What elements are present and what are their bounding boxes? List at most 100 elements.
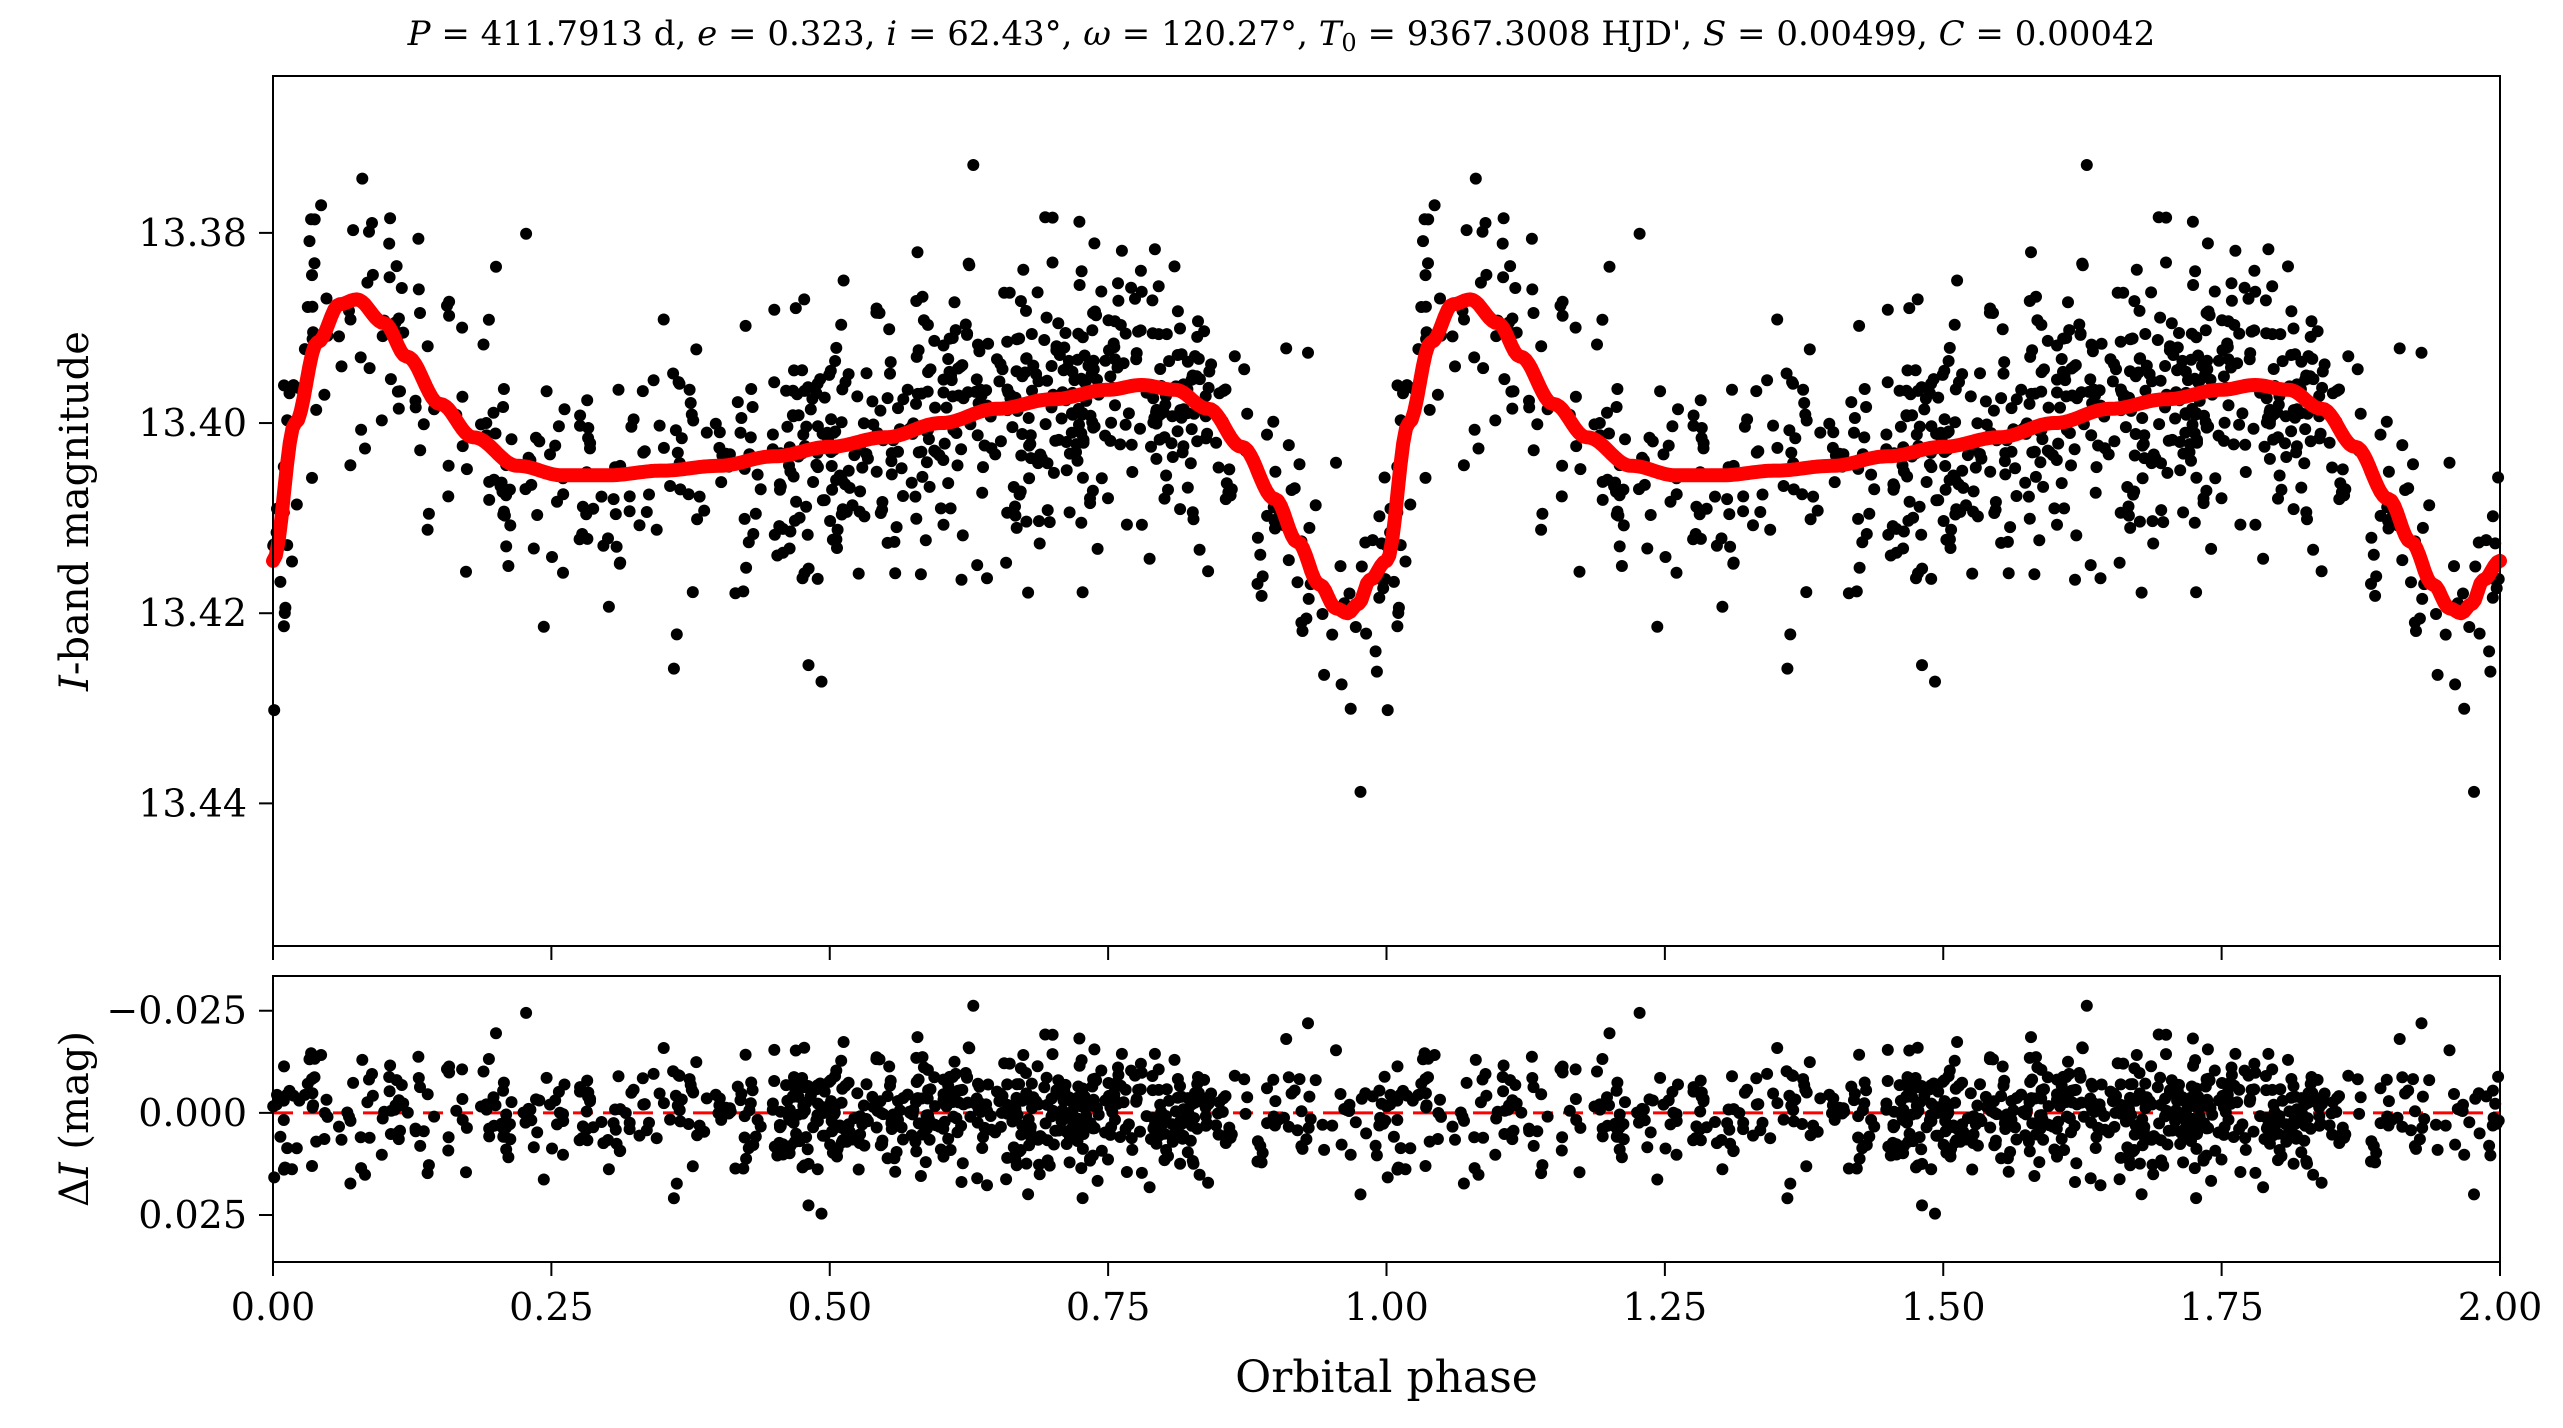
residual-point [1295,1105,1308,1118]
top-y-axis-label: I-band magnitude [52,331,98,692]
residual-point [2304,1078,2317,1090]
data-point [1295,616,1308,629]
residual-point [669,1089,682,1102]
residual-point [2111,1057,2124,1070]
data-point [1903,495,1916,508]
data-point [1783,424,1796,437]
data-point [1126,466,1139,478]
residual-point [1457,1177,1470,1190]
residual-point [1418,1047,1431,1060]
residual-point [1076,1142,1089,1155]
residual-point [955,1176,968,1188]
residual-point [1504,1074,1517,1087]
data-point [2090,461,2103,474]
data-point [1022,412,1035,424]
data-point [2179,407,2192,420]
residual-point [889,1165,902,1178]
data-point [1391,620,1404,633]
data-point [667,662,680,675]
data-point [1343,587,1356,600]
data-point [881,392,894,405]
data-point [910,295,923,307]
data-point [940,401,953,414]
residual-point [811,1097,824,1110]
data-point [784,525,797,538]
residual-point [1569,1093,1582,1105]
residual-point [1381,1171,1394,1184]
residual-point [1497,1085,1510,1098]
data-point [1086,324,1099,337]
data-point [830,341,843,354]
data-point [1360,627,1373,640]
residual-point [664,1113,677,1126]
residual-point [1066,1114,1078,1126]
data-point [2070,529,2083,542]
data-point [306,471,318,484]
data-point [1102,492,1114,505]
residual-point [2037,1133,2050,1146]
residual-point [948,1055,961,1068]
residual-point [2374,1082,2387,1095]
residual-point [287,1089,300,1102]
data-point [278,607,291,619]
residual-point [1184,1134,1197,1147]
data-point [1373,510,1386,523]
residual-point [1122,1118,1135,1131]
data-point [860,367,873,380]
data-point [1754,506,1767,518]
data-point [2249,518,2262,531]
residual-point [942,1132,955,1145]
data-point [2029,387,2042,400]
data-point [2228,319,2241,331]
residual-point [1095,1144,1108,1157]
residual-point [2023,1145,2036,1158]
residual-point [1641,1141,1654,1154]
data-point [1238,363,1251,376]
residual-point [1267,1073,1280,1086]
residual-point [955,1119,968,1132]
data-point [1222,486,1235,499]
residual-point [2055,1132,2068,1145]
data-point [1881,303,1894,316]
data-point [2130,263,2143,276]
residual-point [1526,1072,1539,1084]
residual-point [2135,1188,2148,1201]
data-point [1659,551,1672,563]
data-point [552,420,565,433]
residual-point [967,999,980,1012]
residual-point [1800,1160,1813,1173]
residual-point [1971,1099,1984,1112]
data-point [2159,360,2172,372]
data-point [1302,592,1315,605]
residual-point [1239,1107,1252,1120]
residual-point [650,1132,663,1145]
data-point [1001,335,1014,348]
residual-point [981,1179,993,1192]
residual-point [895,1121,908,1134]
data-point [1117,357,1130,370]
data-point [636,385,649,398]
residual-point [1591,1065,1603,1078]
data-point [874,507,887,519]
residual-point [636,1072,649,1085]
residual-point [1887,1119,1900,1131]
residual-point [2430,1118,2442,1131]
data-point [2060,390,2073,403]
residual-point [1330,1044,1342,1057]
residual-point [1130,1093,1143,1106]
residual-point [657,1097,670,1110]
residual-point [989,1126,1002,1139]
residual-point [1076,1192,1089,1205]
data-point [1387,575,1400,588]
data-point [1039,211,1052,224]
data-point [910,397,922,410]
data-point [2190,407,2203,420]
residual-point [2192,1102,2205,1115]
residual-point [1280,1033,1293,1045]
data-point [460,565,472,578]
data-point [671,446,684,459]
data-point [1988,507,2001,519]
data-point [842,464,855,477]
residual-point [1767,1087,1780,1100]
data-point [2326,461,2339,474]
